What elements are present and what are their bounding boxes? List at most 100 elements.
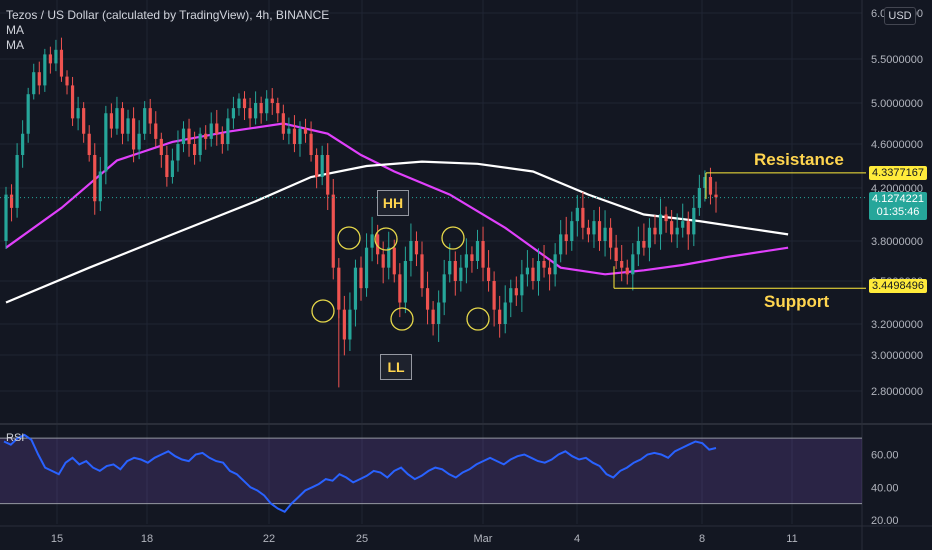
candle-up — [658, 214, 663, 235]
candle-down — [148, 108, 152, 124]
ma-indicator-label-2[interactable]: MA — [6, 38, 24, 52]
candle-up — [226, 118, 230, 144]
time-axis-label: 8 — [699, 533, 705, 545]
time-axis-label: 4 — [574, 533, 580, 545]
price-axis-label: 3.8000000 — [871, 236, 923, 248]
candle-up — [298, 128, 302, 144]
time-axis-label: 18 — [141, 533, 153, 545]
candle-down — [326, 155, 330, 195]
candle-up — [126, 118, 130, 134]
time-axis-label: Mar — [474, 533, 493, 545]
candle-down — [359, 267, 363, 289]
candle-down — [331, 194, 335, 268]
rsi-axis-label: 60.00 — [871, 450, 899, 462]
candle-up — [409, 241, 413, 261]
price-axis-label: 2.8000000 — [871, 386, 923, 398]
candle-down — [154, 123, 158, 139]
candle-up — [353, 267, 358, 310]
candle-down — [392, 247, 396, 275]
ma-indicator-label-1[interactable]: MA — [6, 23, 24, 37]
candle-up — [43, 54, 47, 86]
candle-up — [592, 221, 596, 235]
candle-up — [364, 247, 369, 289]
candle-down — [303, 128, 308, 134]
price-axis-label: 3.2000000 — [871, 319, 923, 331]
candle-down — [192, 144, 197, 155]
resistance-label[interactable]: Resistance — [754, 150, 844, 169]
candle-down — [59, 49, 64, 77]
candle-down — [131, 118, 136, 150]
pivot-circle-marker — [374, 227, 398, 251]
candle-down — [276, 103, 280, 114]
candle-down — [425, 288, 430, 310]
candle-down — [414, 241, 419, 255]
candle-down — [242, 98, 247, 109]
time-axis-label: 25 — [356, 533, 368, 545]
candle-down — [259, 103, 263, 114]
support-price-badge: 3.4498496 — [869, 279, 927, 293]
candle-down — [109, 113, 113, 129]
candle-up — [509, 288, 513, 303]
candle-down — [65, 76, 69, 86]
current-price-badge: 4.1274221 01:35:46 — [869, 192, 927, 220]
higher-high-label[interactable]: HH — [377, 190, 409, 216]
candle-up — [21, 133, 25, 155]
candle-up — [636, 241, 640, 255]
bar-countdown: 01:35:46 — [876, 206, 920, 218]
candle-down — [664, 214, 668, 222]
candle-down — [542, 261, 546, 268]
currency-button[interactable]: USD — [884, 7, 916, 25]
candle-down — [586, 227, 591, 235]
candle-up — [697, 188, 701, 208]
candle-up — [647, 227, 652, 248]
candle-down — [492, 281, 496, 310]
candle-down — [376, 234, 380, 255]
candle-up — [254, 103, 258, 119]
candle-down — [486, 267, 491, 281]
candle-down — [165, 155, 169, 177]
lower-low-label[interactable]: LL — [380, 354, 412, 380]
candle-down — [315, 155, 319, 177]
candle-down — [82, 108, 86, 134]
candle-down — [120, 108, 125, 134]
current-price-value: 4.1274221 — [872, 193, 924, 205]
candle-up — [98, 171, 102, 202]
rsi-line — [3, 433, 717, 514]
candle-up — [320, 155, 324, 177]
candle-down — [686, 221, 690, 235]
candle-up — [15, 155, 19, 208]
symbol-title[interactable]: Tezos / US Dollar (calculated by Trading… — [6, 8, 330, 22]
candle-down — [625, 267, 629, 275]
candle-down — [581, 207, 585, 228]
candle-up — [459, 267, 463, 281]
candle-down — [9, 194, 14, 208]
candle-down — [248, 108, 252, 119]
candle-down — [309, 133, 313, 155]
candle-up — [570, 221, 574, 241]
candle-up — [170, 160, 175, 177]
moving-average-short-line — [5, 122, 789, 276]
candle-down — [470, 254, 474, 261]
candle-up — [370, 234, 374, 248]
candle-up — [137, 133, 141, 150]
candle-up — [387, 247, 391, 268]
candle-down — [215, 123, 219, 134]
candle-up — [675, 227, 679, 235]
pivot-circle-marker — [441, 226, 465, 250]
moving-average-long-line — [5, 160, 789, 304]
support-label[interactable]: Support — [764, 292, 830, 311]
candle-down — [609, 227, 613, 248]
candle-down — [204, 133, 208, 139]
candle-up — [681, 221, 685, 228]
candle-up — [237, 98, 241, 109]
time-axis: 15 18 22 25 Mar 4 8 11 — [51, 533, 798, 545]
rsi-band-fill — [0, 438, 862, 504]
candle-down — [708, 177, 713, 195]
candle-up — [198, 133, 202, 155]
candle-up — [348, 309, 352, 340]
chart-header: Tezos / US Dollar (calculated by Trading… — [6, 8, 329, 53]
candle-down — [642, 241, 646, 248]
rsi-axis-label: 40.00 — [871, 482, 899, 494]
